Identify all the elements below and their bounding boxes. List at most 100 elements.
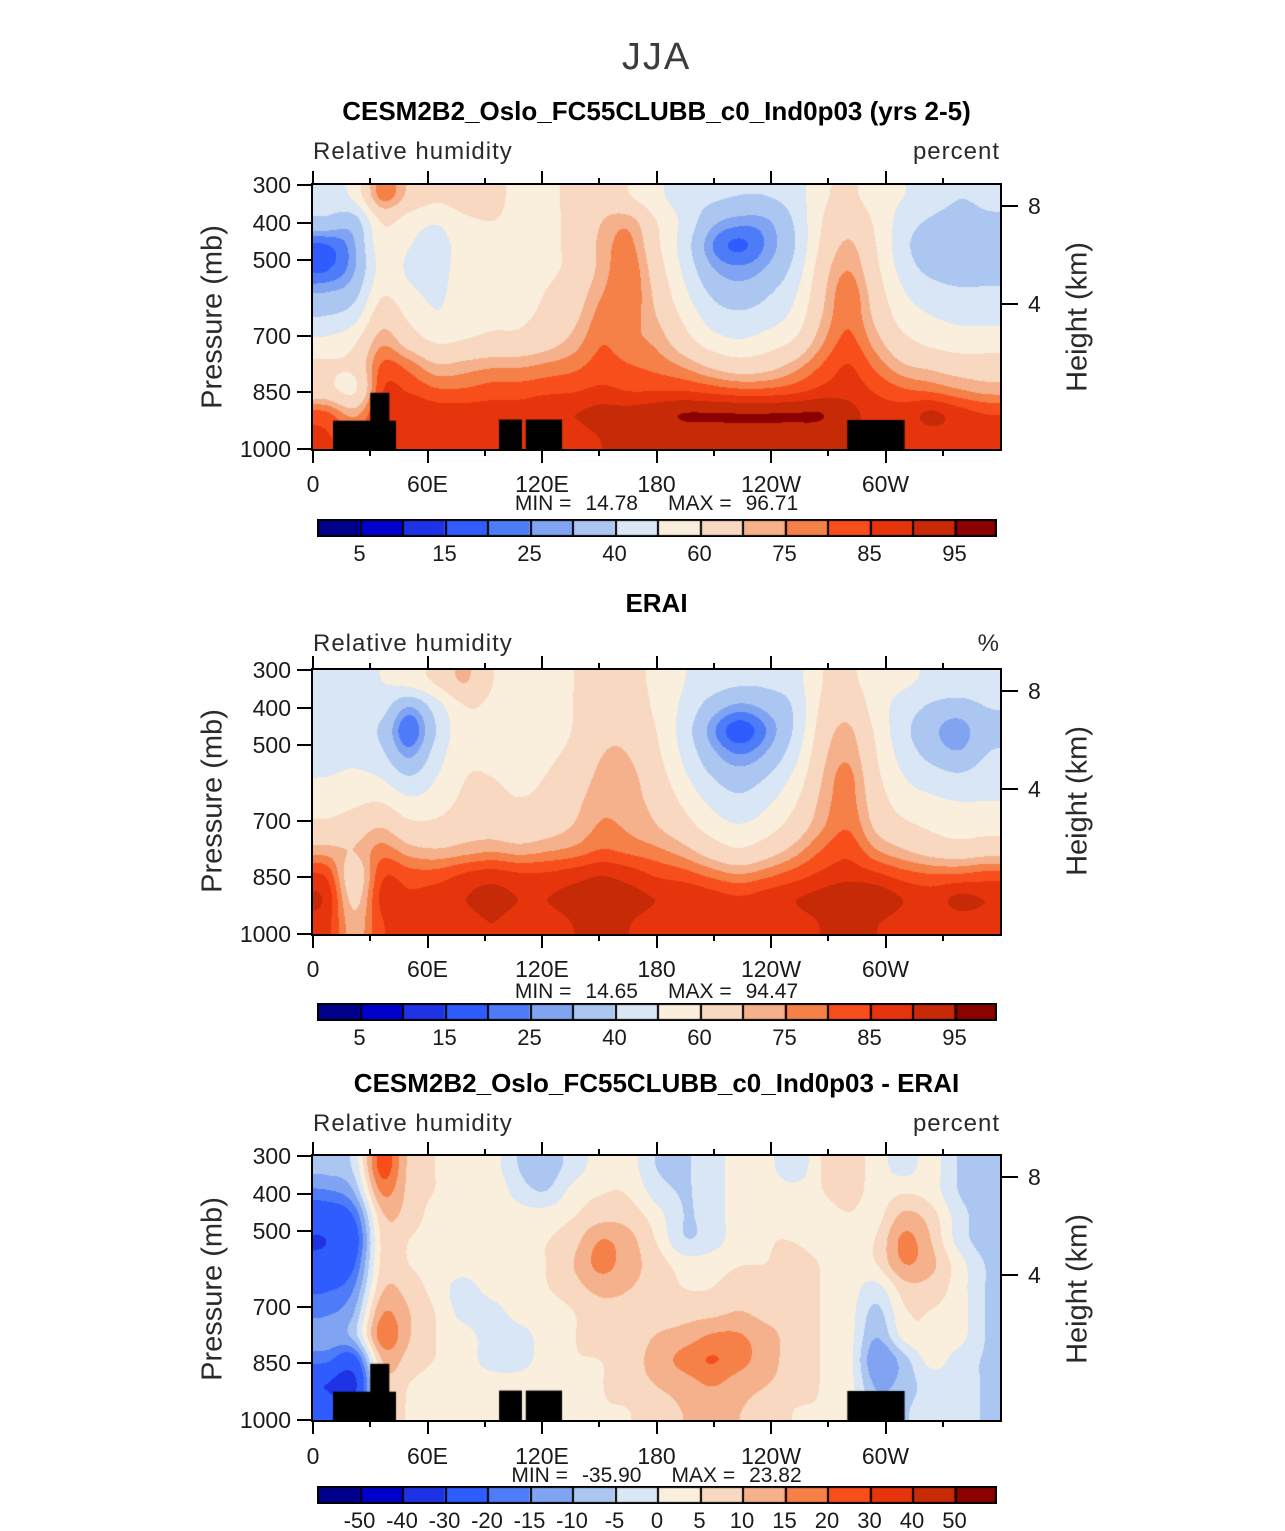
colorbar-tick-label: 5 bbox=[353, 1025, 366, 1050]
colorbar-tick-label: 40 bbox=[899, 1508, 925, 1531]
x-minor-tick bbox=[941, 1149, 944, 1156]
pressure-tick bbox=[297, 933, 313, 935]
x-tick-label: 180 bbox=[637, 956, 676, 982]
panel-title-model: CESM2B2_Oslo_FC55CLUBB_c0_Ind0p03 (yrs 2… bbox=[342, 96, 971, 126]
x-tick-label: 60E bbox=[407, 471, 448, 497]
x-minor-tick bbox=[369, 449, 372, 456]
contour-field-difference bbox=[313, 1156, 1000, 1420]
x-minor-tick bbox=[369, 934, 372, 941]
pressure-tick-label: 500 bbox=[252, 732, 291, 759]
pressure-tick-label: 500 bbox=[252, 247, 291, 274]
x-major-tick bbox=[426, 934, 429, 948]
x-major-tick bbox=[884, 1420, 887, 1434]
height-tick bbox=[1002, 303, 1018, 306]
x-minor-tick bbox=[712, 449, 715, 456]
pressure-tick bbox=[297, 334, 313, 337]
x-minor-tick bbox=[483, 934, 486, 941]
colorbar-tick-label: 30 bbox=[857, 1508, 882, 1531]
x-tick-label: 60E bbox=[407, 956, 448, 982]
plot-area-model bbox=[311, 183, 1002, 451]
units-label: percent bbox=[912, 138, 1000, 165]
x-major-tick bbox=[770, 1142, 772, 1156]
x-minor-tick bbox=[598, 663, 601, 670]
x-minor-tick bbox=[712, 178, 715, 185]
pressure-tick-label: 850 bbox=[252, 864, 291, 891]
colorbar-tick-label: 95 bbox=[942, 1025, 967, 1050]
x-tick-label: 60W bbox=[861, 956, 910, 982]
field-label: Relative humidity bbox=[313, 138, 513, 165]
pressure-tick bbox=[297, 1419, 313, 1421]
x-major-tick bbox=[884, 449, 887, 463]
x-minor-tick bbox=[941, 934, 944, 941]
colorbar-tick-label: -10 bbox=[556, 1508, 588, 1531]
x-minor-tick bbox=[712, 1420, 715, 1427]
units-label: percent bbox=[912, 1110, 1000, 1137]
height-tick-label: 8 bbox=[1028, 193, 1041, 220]
x-major-tick bbox=[770, 656, 772, 670]
colorbar-tick-label: 25 bbox=[517, 541, 542, 566]
colorbar-tick-label: 75 bbox=[772, 541, 797, 566]
x-minor-tick bbox=[712, 1149, 715, 1156]
units-label: % bbox=[977, 630, 1000, 657]
pressure-tick bbox=[297, 819, 313, 822]
x-major-tick bbox=[655, 1420, 658, 1434]
x-minor-tick bbox=[369, 1420, 372, 1427]
pressure-tick-label: 700 bbox=[252, 1293, 291, 1320]
x-tick-label: 0 bbox=[306, 1443, 320, 1469]
colorbar-tick-label: -5 bbox=[604, 1508, 625, 1531]
max-value: 94.47 bbox=[745, 980, 799, 1003]
x-major-tick bbox=[312, 656, 314, 670]
colorbar-tick-label: -50 bbox=[343, 1508, 376, 1531]
colorbar-tick-label: 10 bbox=[729, 1508, 755, 1531]
x-minor-tick bbox=[369, 1149, 372, 1156]
x-tick-label: 60W bbox=[861, 471, 910, 497]
colorbar-tick-label: -30 bbox=[428, 1508, 461, 1531]
max-label: MAX = bbox=[671, 1464, 736, 1487]
height-tick-label: 4 bbox=[1028, 291, 1041, 318]
max-label: MAX = bbox=[667, 980, 732, 1003]
min-value: 14.65 bbox=[585, 980, 638, 1003]
pressure-tick-label: 400 bbox=[252, 209, 291, 236]
pressure-tick-label: 1000 bbox=[239, 1407, 291, 1433]
pressure-tick-label: 300 bbox=[252, 657, 291, 683]
x-major-tick bbox=[884, 656, 887, 670]
colorbar-model bbox=[317, 519, 997, 537]
x-major-tick bbox=[541, 1420, 543, 1434]
colorbar-tick-label: 15 bbox=[432, 1025, 457, 1050]
x-minor-tick bbox=[712, 934, 715, 941]
colorbar-erai bbox=[317, 1003, 997, 1021]
contour-field-erai bbox=[313, 670, 1000, 934]
min-value: 14.78 bbox=[585, 492, 638, 515]
colorbar-tick-label: 15 bbox=[432, 541, 457, 566]
pressure-tick bbox=[297, 744, 313, 747]
x-major-tick bbox=[770, 449, 772, 463]
x-major-tick bbox=[655, 934, 658, 948]
height-tick-label: 4 bbox=[1028, 776, 1041, 803]
pressure-tick bbox=[297, 706, 313, 709]
colorbar-tick-label: 20 bbox=[814, 1508, 840, 1531]
pressure-tick-label: 1000 bbox=[239, 921, 291, 947]
x-major-tick bbox=[541, 171, 543, 185]
x-major-tick bbox=[312, 449, 314, 463]
pressure-tick bbox=[297, 1155, 313, 1157]
x-minor-tick bbox=[941, 1420, 944, 1427]
colorbar-tick-label: 50 bbox=[942, 1508, 967, 1531]
colorbar-tick-label: 5 bbox=[693, 1508, 706, 1531]
pressure-tick-label: 850 bbox=[252, 379, 291, 406]
x-major-tick bbox=[426, 1420, 429, 1434]
x-tick-label: 60E bbox=[407, 1443, 448, 1469]
pressure-tick-label: 700 bbox=[252, 807, 291, 834]
x-major-tick bbox=[426, 171, 429, 185]
x-tick-label: 120E bbox=[515, 471, 569, 497]
x-tick-label: 60W bbox=[861, 1443, 910, 1469]
x-major-tick bbox=[655, 449, 658, 463]
x-minor-tick bbox=[827, 178, 830, 185]
x-tick-label: 0 bbox=[306, 471, 320, 497]
x-major-tick bbox=[312, 1142, 314, 1156]
figure-title: JJA bbox=[621, 36, 692, 78]
colorbar-tick-label: -40 bbox=[386, 1508, 418, 1531]
x-minor-tick bbox=[483, 178, 486, 185]
min-label: MIN = bbox=[514, 980, 572, 1003]
pressure-tick-label: 700 bbox=[252, 322, 291, 349]
